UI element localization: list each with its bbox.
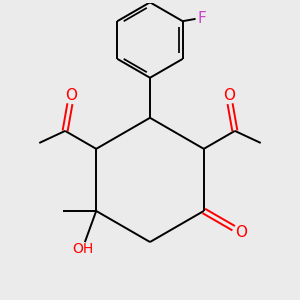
Text: O: O: [223, 88, 235, 103]
Text: O: O: [235, 225, 247, 240]
Text: F: F: [198, 11, 207, 26]
Text: O: O: [65, 88, 77, 103]
Text: OH: OH: [72, 242, 93, 256]
